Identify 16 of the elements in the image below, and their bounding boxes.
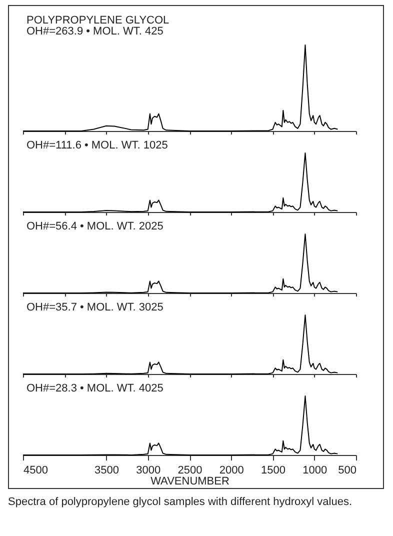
chart-title: OH#=28.3 • MOL. WT. 4025 <box>26 382 164 394</box>
x-tick-label: 4500 <box>24 464 48 476</box>
chart-title: POLYPROPYLENE GLYCOL <box>26 14 170 26</box>
text: Spectra of polypropylene glycol samples with different hydroxyl values. <box>8 496 354 508</box>
x-tick-label: 1000 <box>302 464 328 476</box>
x-tick-label: 3000 <box>136 464 161 476</box>
x-axis-title: WAVENUMBER <box>150 476 230 488</box>
x-tick-label: 500 <box>338 464 356 476</box>
x-tick-label: 2000 <box>219 464 244 476</box>
chart-subtitle: OH#=263.9 • MOL. WT. 425 <box>26 26 164 38</box>
x-tick-label: 1500 <box>261 464 286 476</box>
chart-title: OH#=111.6 • MOL. WT. 1025 <box>26 140 168 152</box>
x-tick-label: 3500 <box>94 464 119 476</box>
chart-title: OH#=35.7 • MOL. WT. 3025 <box>26 302 164 314</box>
x-tick-label: 2500 <box>178 464 202 476</box>
chart-title: OH#=56.4 • MOL. WT. 2025 <box>26 220 164 232</box>
